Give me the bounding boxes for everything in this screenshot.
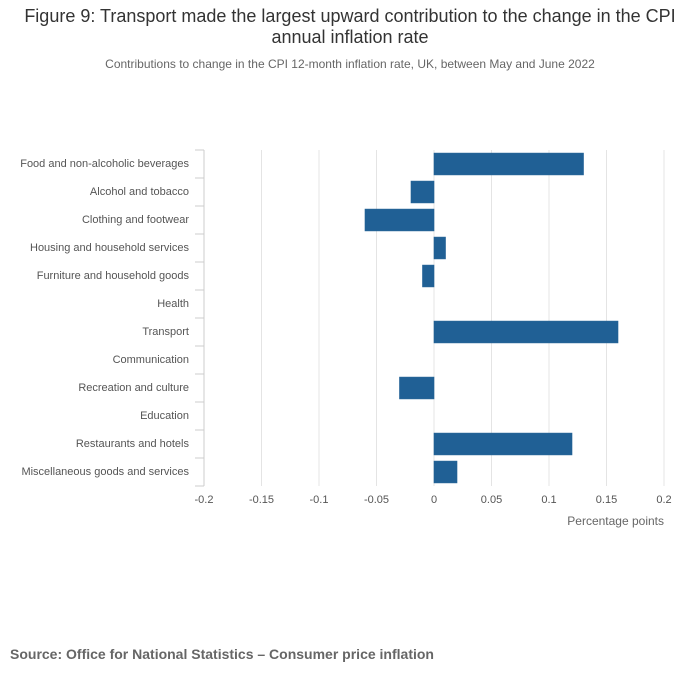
x-tick-label: 0.2: [656, 494, 671, 506]
y-tick-label: Furniture and household goods: [37, 270, 190, 282]
x-tick-label: -0.1: [310, 494, 329, 506]
bar: [364, 208, 435, 232]
y-tick-label: Communication: [113, 354, 189, 366]
bar: [433, 320, 619, 344]
y-tick-label: Restaurants and hotels: [76, 438, 190, 450]
y-tick-label: Recreation and culture: [78, 382, 189, 394]
x-tick-label: 0.15: [596, 494, 617, 506]
bar: [433, 236, 446, 260]
x-tick-label: -0.2: [195, 494, 214, 506]
y-tick-label: Food and non-alcoholic beverages: [20, 158, 189, 170]
y-tick-label: Miscellaneous goods and services: [21, 466, 189, 478]
x-tick-label: -0.05: [364, 494, 389, 506]
x-tick-label: 0: [431, 494, 437, 506]
y-tick-label: Clothing and footwear: [82, 214, 189, 226]
x-tick-label: 0.05: [481, 494, 502, 506]
y-tick-label: Education: [140, 410, 189, 422]
source-note: Source: Office for National Statistics –…: [10, 646, 434, 662]
x-tick-label: -0.15: [249, 494, 274, 506]
y-tick-label: Alcohol and tobacco: [90, 186, 189, 198]
bar: [433, 152, 584, 176]
chart-subtitle: Contributions to change in the CPI 12-mo…: [105, 57, 595, 71]
bar: [399, 376, 435, 400]
x-axis-label: Percentage points: [567, 514, 664, 528]
y-tick-label: Housing and household services: [30, 242, 189, 254]
chart-title: Figure 9: Transport made the largest upw…: [24, 6, 676, 47]
x-tick-label: 0.1: [541, 494, 556, 506]
bar: [422, 264, 435, 288]
y-tick-label: Transport: [142, 326, 189, 338]
bar: [433, 432, 573, 456]
bar: [410, 180, 435, 204]
y-tick-label: Health: [157, 298, 189, 310]
bar: [433, 460, 458, 484]
